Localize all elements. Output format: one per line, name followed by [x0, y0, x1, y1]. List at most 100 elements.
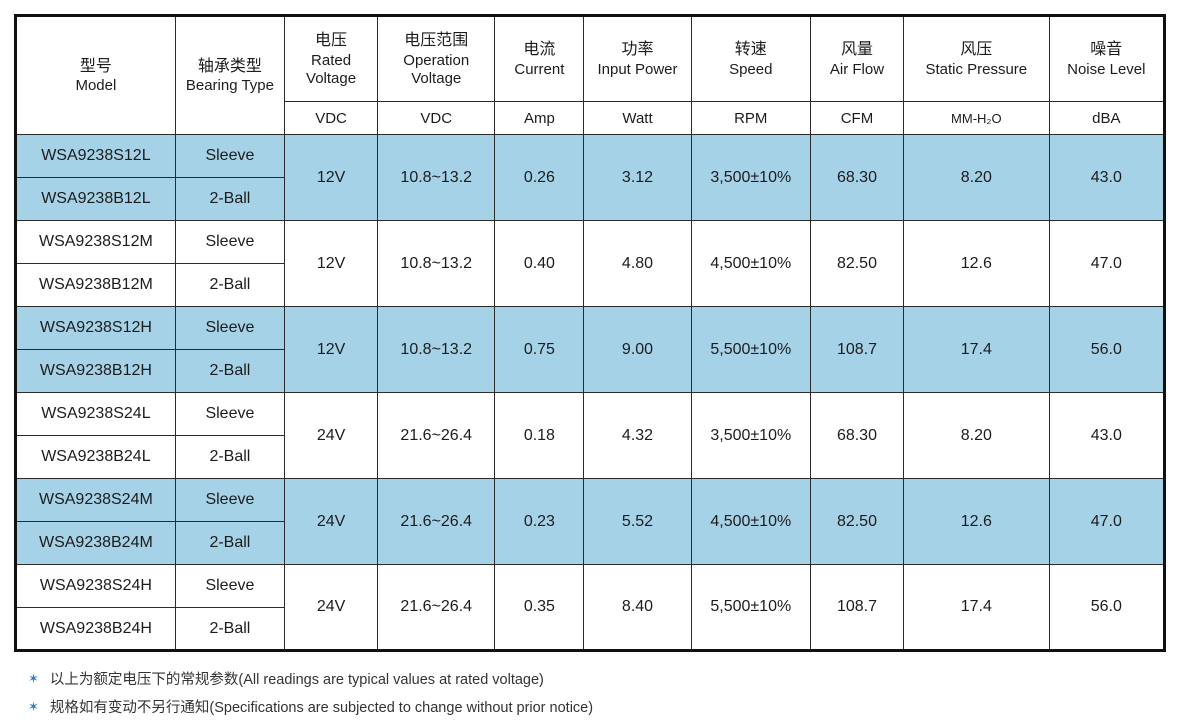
header-rated-voltage-en: Rated Voltage	[306, 51, 357, 87]
row-group-24M: WSA9238S24M Sleeve 24V 21.6~26.4 0.23 5.…	[15, 478, 1166, 565]
model-cell: WSA9238S12H	[15, 306, 176, 350]
static-pressure-cell: 17.4	[902, 564, 1050, 651]
model-cell: WSA9238B12H	[15, 349, 176, 393]
bearing-cell: 2-Ball	[174, 177, 286, 221]
input-power-cell: 8.40	[583, 564, 692, 651]
noise-level-cell: 56.0	[1048, 564, 1166, 651]
header-noise-level: 噪音 Noise Level	[1048, 15, 1166, 102]
unit-speed: RPM	[690, 101, 811, 135]
footnote-text: 规格如有变动不另行通知(Specifications are subjected…	[49, 700, 594, 716]
unit-static-pressure: MM-H₂O	[902, 101, 1050, 135]
header-noise-level-en: Noise Level	[1067, 60, 1146, 78]
table-row: WSA9238B12M 2-Ball	[15, 263, 1165, 307]
current-cell: 0.26	[494, 134, 585, 221]
model-cell: WSA9238B12L	[15, 177, 176, 221]
table-row: WSA9238B24L 2-Ball	[15, 435, 1165, 479]
input-power-cell: 3.12	[583, 134, 692, 221]
bearing-cell: Sleeve	[174, 134, 286, 178]
static-pressure-cell: 12.6	[902, 220, 1050, 307]
input-power-cell: 9.00	[583, 306, 692, 393]
table-header: 型号 Model 轴承类型 Bearing Type 电压 Rated Volt…	[15, 15, 1166, 135]
header-air-flow-en: Air Flow	[829, 60, 885, 78]
current-cell: 0.23	[494, 478, 585, 565]
model-cell: WSA9238B12M	[15, 263, 176, 307]
header-noise-level-zh: 噪音	[1090, 41, 1123, 59]
header-current-zh: 电流	[523, 41, 556, 59]
table-row: WSA9238B12L 2-Ball	[15, 177, 1165, 221]
static-pressure-cell: 12.6	[902, 478, 1050, 565]
current-cell: 0.18	[494, 392, 585, 479]
header-model: 型号 Model	[15, 15, 176, 135]
operation-voltage-cell: 21.6~26.4	[377, 478, 496, 565]
model-cell: WSA9238S12L	[15, 134, 176, 178]
air-flow-cell: 108.7	[809, 564, 904, 651]
static-pressure-cell: 8.20	[902, 134, 1050, 221]
table-row: WSA9238B12H 2-Ball	[15, 349, 1165, 393]
model-cell: WSA9238B24L	[15, 435, 176, 479]
rated-voltage-cell: 12V	[284, 220, 379, 307]
table-row: WSA9238S12H Sleeve 12V 10.8~13.2 0.75 9.…	[15, 306, 1166, 393]
unit-air-flow: CFM	[809, 101, 904, 135]
header-input-power-zh: 功率	[621, 41, 654, 59]
unit-operation-voltage: VDC	[377, 101, 496, 135]
input-power-cell: 4.32	[583, 392, 692, 479]
header-static-pressure-zh: 风压	[960, 41, 993, 59]
row-group-12L: WSA9238S12L Sleeve 12V 10.8~13.2 0.26 3.…	[15, 134, 1166, 221]
table-row: WSA9238S12M Sleeve 12V 10.8~13.2 0.40 4.…	[15, 220, 1166, 307]
fan-spec-table: 型号 Model 轴承类型 Bearing Type 电压 Rated Volt…	[14, 14, 1166, 652]
row-group-24L: WSA9238S24L Sleeve 24V 21.6~26.4 0.18 4.…	[15, 392, 1166, 479]
table-row: WSA9238B24M 2-Ball	[15, 521, 1165, 565]
speed-cell: 4,500±10%	[690, 220, 811, 307]
air-flow-cell: 68.30	[809, 134, 904, 221]
header-input-power-en: Input Power	[597, 60, 678, 78]
unit-noise-level: dBA	[1048, 101, 1166, 135]
static-pressure-cell: 17.4	[902, 306, 1050, 393]
model-cell: WSA9238S24M	[15, 478, 176, 522]
speed-cell: 5,500±10%	[690, 306, 811, 393]
bearing-cell: Sleeve	[174, 478, 286, 522]
bearing-cell: Sleeve	[174, 564, 286, 608]
row-group-12H: WSA9238S12H Sleeve 12V 10.8~13.2 0.75 9.…	[15, 306, 1166, 393]
footnotes: ✶ 以上为额定电压下的常规参数(All readings are typical…	[14, 668, 1184, 717]
air-flow-cell: 82.50	[809, 220, 904, 307]
table-row: WSA9238B24H 2-Ball	[15, 607, 1165, 651]
header-speed: 转速 Speed	[690, 15, 811, 102]
noise-level-cell: 56.0	[1048, 306, 1166, 393]
star-icon: ✶	[28, 671, 39, 686]
header-model-en: Model	[75, 77, 117, 95]
header-air-flow: 风量 Air Flow	[809, 15, 904, 102]
bearing-cell: 2-Ball	[174, 521, 286, 565]
header-input-power: 功率 Input Power	[583, 15, 692, 102]
input-power-cell: 4.80	[583, 220, 692, 307]
operation-voltage-cell: 10.8~13.2	[377, 306, 496, 393]
header-air-flow-zh: 风量	[840, 41, 873, 59]
air-flow-cell: 68.30	[809, 392, 904, 479]
rated-voltage-cell: 24V	[284, 392, 379, 479]
header-static-pressure-en: Static Pressure	[925, 60, 1028, 78]
table-row: WSA9238S12L Sleeve 12V 10.8~13.2 0.26 3.…	[15, 134, 1166, 221]
bearing-cell: 2-Ball	[174, 349, 286, 393]
header-rated-voltage: 电压 Rated Voltage	[284, 15, 379, 102]
footnote-rated-voltage: ✶ 以上为额定电压下的常规参数(All readings are typical…	[28, 668, 1184, 689]
table-row: WSA9238S24L Sleeve 24V 21.6~26.4 0.18 4.…	[15, 392, 1166, 479]
row-group-12M: WSA9238S12M Sleeve 12V 10.8~13.2 0.40 4.…	[15, 220, 1166, 307]
speed-cell: 4,500±10%	[690, 478, 811, 565]
rated-voltage-cell: 12V	[284, 134, 379, 221]
model-cell: WSA9238B24M	[15, 521, 176, 565]
header-speed-zh: 转速	[734, 41, 767, 59]
unit-current: Amp	[494, 101, 585, 135]
footnote-change-notice: ✶ 规格如有变动不另行通知(Specifications are subject…	[28, 696, 1184, 717]
model-cell: WSA9238S24H	[15, 564, 176, 608]
bearing-cell: 2-Ball	[174, 263, 286, 307]
noise-level-cell: 47.0	[1048, 220, 1166, 307]
unit-input-power: Watt	[583, 101, 692, 135]
air-flow-cell: 108.7	[809, 306, 904, 393]
current-cell: 0.75	[494, 306, 585, 393]
noise-level-cell: 47.0	[1048, 478, 1166, 565]
bearing-cell: 2-Ball	[174, 607, 286, 651]
noise-level-cell: 43.0	[1048, 392, 1166, 479]
header-rated-voltage-zh: 电压	[315, 32, 348, 50]
header-operation-voltage-zh: 电压范围	[404, 32, 469, 50]
star-icon: ✶	[28, 699, 39, 714]
input-power-cell: 5.52	[583, 478, 692, 565]
